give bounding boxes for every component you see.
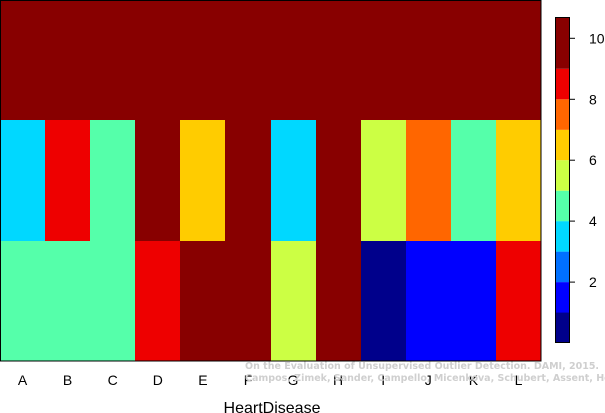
colorbar-bin-5 bbox=[555, 190, 570, 222]
colorbar-bin-1 bbox=[555, 312, 570, 343]
heatmap-cell-K-row2 bbox=[451, 120, 496, 241]
heatmap-cell-G-row3 bbox=[271, 241, 316, 361]
heatmap-cell-L-row1 bbox=[496, 0, 541, 120]
heatmap-cell-B-row2 bbox=[45, 120, 90, 241]
colorbar-bin-3 bbox=[555, 251, 570, 283]
watermark-line-2: Campos, Zimek, Sander, Campello, Micenko… bbox=[245, 373, 605, 384]
x-tick-label-L: L bbox=[515, 372, 523, 388]
heatmap-cell-L-row3 bbox=[496, 241, 541, 361]
heatmap-cell-C-row2 bbox=[90, 120, 135, 241]
x-tick-label-K: K bbox=[469, 372, 479, 388]
colorbar-bin-8 bbox=[555, 99, 570, 130]
heatmap-cell-A-row2 bbox=[0, 120, 45, 241]
heatmap-cell-K-row1 bbox=[451, 0, 496, 120]
heatmap-cell-B-row3 bbox=[45, 241, 90, 361]
heatmap-cell-D-row2 bbox=[135, 120, 180, 241]
heatmap-cell-F-row1 bbox=[225, 0, 271, 120]
heatmap-cell-E-row1 bbox=[180, 0, 225, 120]
colorbar-tick-label-6: 6 bbox=[589, 152, 597, 168]
watermark-line-1: On the Evaluation of Unsupervised Outlie… bbox=[245, 361, 600, 372]
heatmap-cell-D-row3 bbox=[135, 241, 180, 361]
heatmap-cell-I-row1 bbox=[361, 0, 406, 120]
colorbar-ticks: 2 4 6 8 10 bbox=[570, 30, 605, 290]
colorbar-tick-label-2: 2 bbox=[589, 274, 597, 290]
colorbar bbox=[555, 17, 570, 343]
heatmap-cell-C-row1 bbox=[90, 0, 135, 120]
x-tick-label-A: A bbox=[18, 372, 28, 388]
heatmap-cell-G-row1 bbox=[271, 0, 316, 120]
x-tick-label-D: D bbox=[153, 372, 163, 388]
heatmap-cell-H-row2 bbox=[316, 120, 361, 241]
colorbar-bin-7 bbox=[555, 129, 570, 161]
x-tick-label-J: J bbox=[425, 372, 432, 388]
x-tick-label-I: I bbox=[381, 372, 385, 388]
x-axis-title: HeartDisease bbox=[224, 400, 321, 413]
heatmap-cell-H-row3 bbox=[316, 241, 361, 361]
x-tick-label-B: B bbox=[63, 372, 72, 388]
heatmap-cell-E-row2 bbox=[180, 120, 225, 241]
heatmap-cell-C-row3 bbox=[90, 241, 135, 361]
heatmap-cell-A-row3 bbox=[0, 241, 45, 361]
heatmap-cell-J-row1 bbox=[406, 0, 451, 120]
colorbar-tick-label-8: 8 bbox=[589, 91, 597, 107]
heatmap-cell-I-row3 bbox=[361, 241, 406, 361]
colorbar-border bbox=[555, 17, 570, 343]
x-tick-label-C: C bbox=[108, 372, 118, 388]
heatmap-cells bbox=[0, 0, 542, 362]
colorbar-bin-6 bbox=[555, 160, 570, 191]
plot-border bbox=[0, 0, 542, 362]
heatmap-cell-F-row2 bbox=[225, 120, 271, 241]
heatmap-cell-H-row1 bbox=[316, 0, 361, 120]
heatmap-cell-I-row2 bbox=[361, 120, 406, 241]
watermark-citation: On the Evaluation of Unsupervised Outlie… bbox=[245, 361, 605, 385]
heatmap-cell-G-row2 bbox=[271, 120, 316, 241]
heatmap-cell-B-row1 bbox=[45, 0, 90, 120]
x-tick-label-H: H bbox=[333, 372, 343, 388]
colorbar-bin-10 bbox=[555, 17, 570, 69]
heatmap-cell-J-row2 bbox=[406, 120, 451, 241]
colorbar-bin-9 bbox=[555, 68, 570, 100]
x-tick-label-G: G bbox=[288, 372, 299, 388]
heatmap-cell-A-row1 bbox=[0, 0, 45, 120]
heatmap-cell-J-row3 bbox=[406, 241, 451, 361]
heatmap-cell-E-row3 bbox=[180, 241, 225, 361]
x-tick-label-E: E bbox=[198, 372, 207, 388]
colorbar-bin-2 bbox=[555, 282, 570, 313]
colorbar-tick-label-4: 4 bbox=[589, 213, 597, 229]
colorbar-tick-label-10: 10 bbox=[589, 30, 605, 46]
heatmap-cell-L-row2 bbox=[496, 120, 541, 241]
x-tick-label-F: F bbox=[244, 372, 253, 388]
heatmap-cell-K-row3 bbox=[451, 241, 496, 361]
x-tick-labels: A B C D E F G H I J K L bbox=[18, 372, 523, 388]
colorbar-bin-4 bbox=[555, 221, 570, 252]
heatmap-cell-F-row3 bbox=[225, 241, 271, 361]
heatmap-cell-D-row1 bbox=[135, 0, 180, 120]
